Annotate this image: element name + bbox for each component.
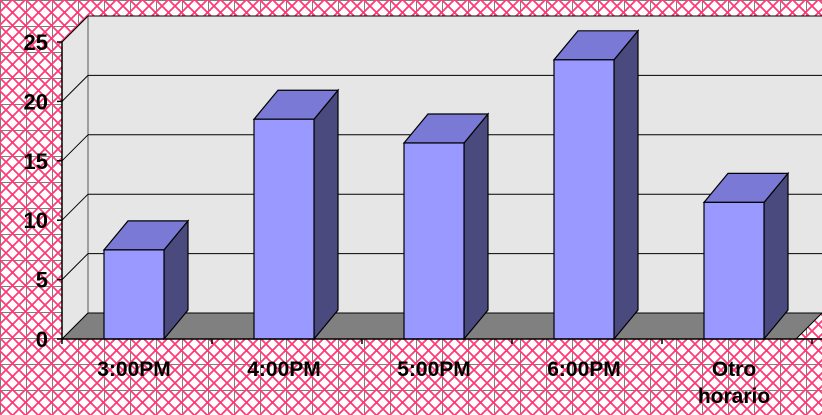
gridline-diagonal: [61, 253, 89, 280]
y-tick-label: 10: [24, 208, 48, 233]
x-tick-label: Otro horario: [698, 358, 770, 408]
bar: [402, 112, 490, 341]
bar-front: [103, 249, 165, 340]
x-tick-label: 4:00PM: [247, 358, 321, 381]
bar-front: [253, 118, 315, 340]
y-tick-label: 0: [36, 327, 48, 352]
bar: [552, 29, 640, 341]
x-tick-label: 3:00PM: [97, 358, 171, 381]
x-axis-tick-labels: 3:00PM 4:00PM 5:00PM 6:00PM Otro horario: [97, 358, 770, 408]
bar-front: [553, 59, 615, 340]
bar-front: [403, 142, 465, 340]
bar-side: [313, 88, 339, 341]
y-tick-label: 20: [24, 89, 48, 114]
axes: [57, 41, 822, 344]
y-tick-label: 5: [36, 268, 48, 293]
gridline-diagonal: [61, 75, 89, 102]
bar: [702, 171, 790, 341]
y-tick-label: 25: [24, 30, 48, 55]
bar-side: [613, 29, 639, 341]
bar-front: [703, 201, 765, 340]
gridline-diagonal: [61, 15, 89, 43]
gridline-diagonal: [61, 193, 89, 221]
gridline-diagonal: [61, 134, 89, 162]
x-tick-label: 6:00PM: [547, 358, 621, 381]
bar: [252, 88, 340, 341]
x-tick-label: 5:00PM: [397, 358, 471, 381]
bar: [102, 219, 190, 341]
y-axis-tick-labels: 0 5 10 15 20 25: [24, 30, 48, 352]
y-tick-label: 15: [24, 149, 48, 174]
bars: [102, 29, 790, 341]
side-wall: [61, 14, 89, 341]
bar-side: [463, 112, 489, 341]
